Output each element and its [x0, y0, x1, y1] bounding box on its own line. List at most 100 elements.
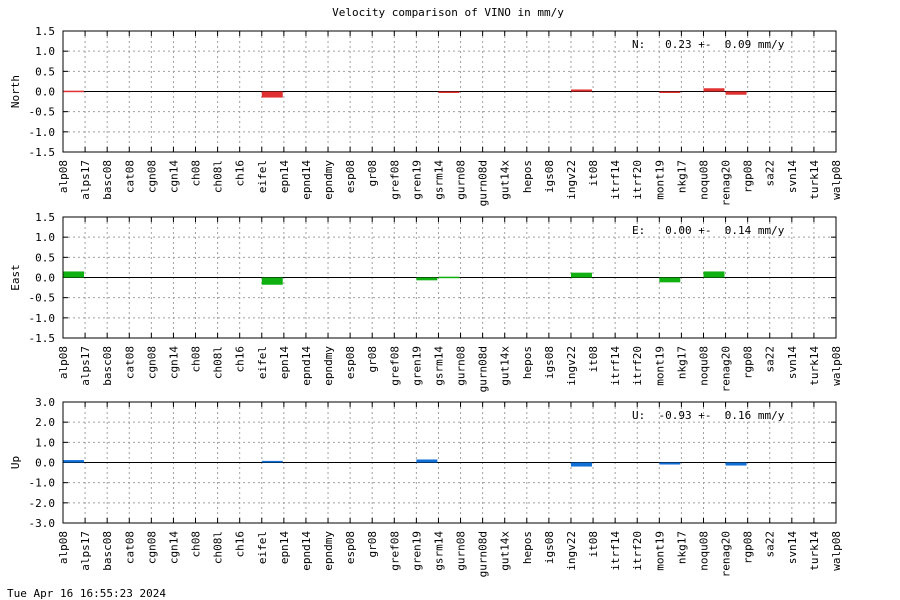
x-tick-label: nkg17	[675, 346, 688, 379]
x-tick-label: epnd14	[300, 160, 313, 200]
x-tick-label: ch08	[190, 346, 203, 373]
x-tick-label: alp08	[57, 160, 70, 193]
y-tick-label: -0.5	[29, 106, 56, 119]
x-tick-label: hepos	[521, 531, 534, 564]
x-tick-label: esp08	[344, 346, 357, 379]
x-tick-label: sa22	[764, 346, 777, 373]
x-tick-label: gurn08d	[477, 160, 490, 206]
x-tick-label: svn14	[786, 346, 799, 379]
x-tick-label: ch08	[190, 531, 203, 558]
x-tick-label: itrf14	[609, 160, 622, 200]
x-tick-label: cgn08	[145, 531, 158, 564]
panel-summary: E: 0.00 +- 0.14 mm/y	[632, 224, 785, 237]
y-axis-label: North	[9, 75, 22, 108]
timestamp: Tue Apr 16 16:55:23 2024	[7, 587, 166, 600]
y-tick-label: 0.0	[35, 272, 55, 285]
x-tick-label: noqu08	[697, 160, 710, 200]
plot-frame	[62, 30, 837, 153]
x-tick-label: walp08	[830, 531, 843, 571]
x-tick-label: noqu08	[697, 346, 710, 386]
x-tick-label: mont19	[653, 160, 666, 200]
x-tick-label: gsrm14	[432, 160, 445, 200]
plot-frame	[62, 216, 837, 339]
y-tick-label: 0.5	[35, 65, 55, 78]
bar-alp08	[63, 271, 84, 278]
x-tick-label: eifel	[256, 160, 269, 193]
x-tick-label: igs08	[543, 531, 556, 564]
x-tick-label: gr08	[366, 531, 379, 558]
x-tick-label: ingv22	[565, 160, 578, 200]
x-tick-label: alps17	[79, 346, 92, 386]
x-tick-label: gref08	[388, 531, 401, 571]
x-tick-label: cat08	[123, 160, 136, 193]
panel-summary: U: -0.93 +- 0.16 mm/y	[632, 409, 785, 422]
y-axis-label: Up	[9, 456, 22, 469]
y-tick-label: -1.0	[29, 312, 56, 325]
x-tick-label: it08	[587, 531, 600, 558]
x-tick-label: ch08l	[212, 346, 225, 379]
x-tick-label: walp08	[830, 160, 843, 200]
bar-renag20	[725, 462, 747, 466]
x-tick-label: itrf14	[609, 531, 622, 571]
x-tick-label: renag20	[720, 531, 733, 577]
bar-renag20	[725, 91, 747, 95]
x-tick-label: epnd14	[300, 346, 313, 386]
x-tick-label: eifel	[256, 346, 269, 379]
x-tick-label: gurn08	[455, 160, 468, 200]
x-tick-label: alp08	[57, 346, 70, 379]
x-tick-label: esp08	[344, 531, 357, 564]
y-tick-label: 1.5	[35, 25, 55, 38]
x-tick-label: basc08	[101, 346, 114, 386]
x-tick-label: gurn08d	[477, 346, 490, 392]
x-tick-label: epndmy	[322, 346, 335, 386]
x-tick-label: itrf20	[631, 346, 644, 386]
bar-ingv22	[570, 272, 592, 278]
bar-alp08	[63, 460, 84, 463]
x-tick-label: renag20	[720, 160, 733, 206]
x-tick-label: turk14	[808, 160, 821, 200]
x-tick-label: turk14	[808, 346, 821, 386]
y-tick-label: -1.5	[29, 146, 56, 159]
x-tick-label: gref08	[388, 160, 401, 200]
x-tick-label: ch08l	[212, 160, 225, 193]
x-tick-label: gref08	[388, 346, 401, 386]
x-tick-label: basc08	[101, 160, 114, 200]
y-axis-label: East	[9, 264, 22, 291]
x-tick-label: nkg17	[675, 160, 688, 193]
x-tick-label: itrf20	[631, 160, 644, 200]
x-tick-label: epn14	[278, 346, 291, 379]
x-tick-label: ch16	[234, 160, 247, 187]
x-tick-label: sa22	[764, 160, 777, 187]
y-tick-label: -1.0	[29, 477, 56, 490]
x-tick-label: cgn08	[145, 346, 158, 379]
x-tick-label: esp08	[344, 160, 357, 193]
x-tick-label: gut14x	[499, 346, 512, 386]
x-tick-label: cat08	[123, 346, 136, 379]
x-tick-label: rgp08	[742, 531, 755, 564]
bar-gsrm14	[438, 276, 460, 279]
x-tick-label: rgp08	[742, 346, 755, 379]
x-tick-label: eifel	[256, 531, 269, 564]
bar-ingv22	[570, 89, 592, 92]
y-tick-label: 1.5	[35, 211, 55, 224]
x-tick-label: cgn14	[167, 531, 180, 564]
y-tick-label: 3.0	[35, 396, 55, 409]
panel-summary: N: 0.23 +- 0.09 mm/y	[632, 38, 785, 51]
y-tick-label: 1.0	[35, 436, 55, 449]
x-tick-label: gren19	[410, 160, 423, 200]
x-tick-label: alp08	[57, 531, 70, 564]
x-tick-label: igs08	[543, 160, 556, 193]
bar-noqu08	[703, 88, 725, 92]
x-tick-label: cgn08	[145, 160, 158, 193]
plot-frame	[62, 401, 837, 524]
x-tick-label: gsrm14	[432, 346, 445, 386]
y-tick-label: 0.5	[35, 251, 55, 264]
x-tick-label: ch16	[234, 346, 247, 373]
x-tick-label: ingv22	[565, 531, 578, 571]
bar-gren19	[416, 277, 438, 281]
x-tick-label: rgp08	[742, 160, 755, 193]
x-tick-label: cgn14	[167, 346, 180, 379]
x-tick-label: gsrm14	[432, 531, 445, 571]
